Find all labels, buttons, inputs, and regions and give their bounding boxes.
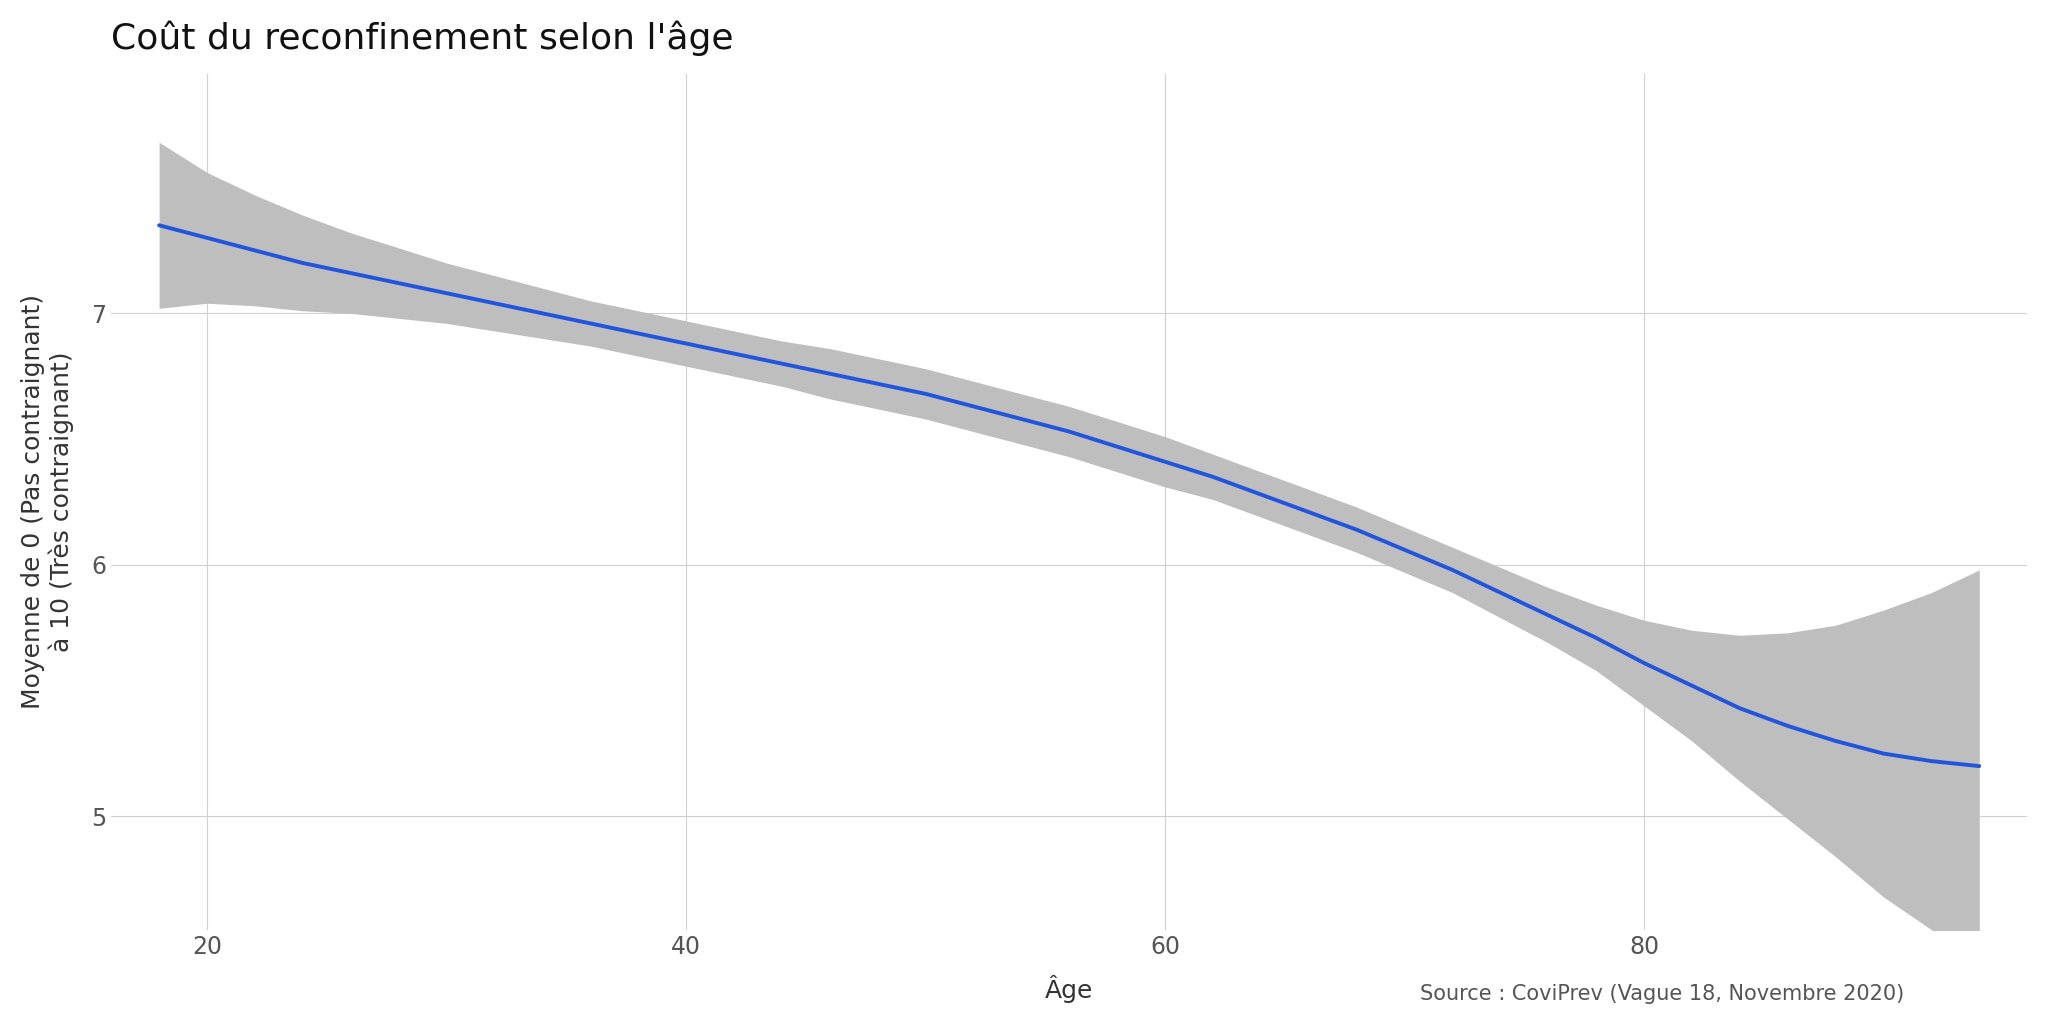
- Text: Source : CoviPrev (Vague 18, Novembre 2020): Source : CoviPrev (Vague 18, Novembre 20…: [1421, 983, 1905, 1004]
- Text: Coût du reconfinement selon l'âge: Coût du reconfinement selon l'âge: [111, 20, 733, 56]
- Y-axis label: Moyenne de 0 (Pas contraignant)
à 10 (Très contraignant): Moyenne de 0 (Pas contraignant) à 10 (Tr…: [20, 295, 74, 710]
- X-axis label: Âge: Âge: [1044, 975, 1094, 1004]
